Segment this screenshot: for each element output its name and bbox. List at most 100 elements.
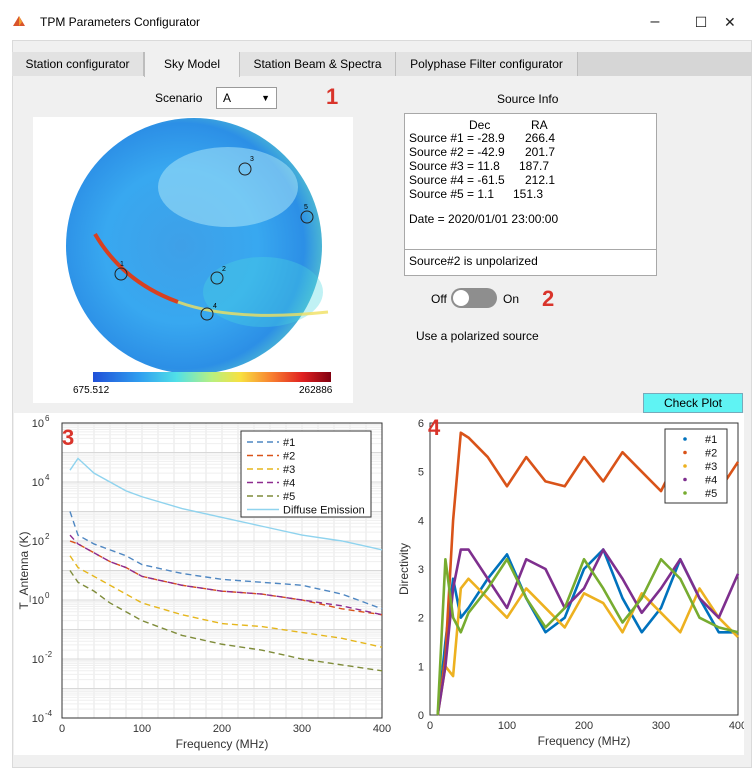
dropdown-arrow-icon: ▼ [261,93,270,103]
source-label-2: 2 [222,266,226,273]
source-ra-3: 187.7 [519,159,550,173]
tab-sky-model[interactable]: Sky Model [144,52,240,77]
legend-swatch-0 [683,437,687,441]
tab-strip: Station configurator Sky Model Station B… [12,52,752,77]
series-line-5 [69,457,383,551]
tab-strip-filler [578,52,752,76]
source-ra-4: 212.1 [525,173,556,187]
y-tick-label: 4 [418,515,424,527]
directivity-panel: 0 100 200 300 400 0 1 2 3 4 5 6 Frequency (MHz) Direc… [392,413,747,755]
source-row-3: Source #3 = 11.8 [409,159,500,173]
source-row-1: Source #1 = -28.9 [409,131,505,145]
legend-swatch-4 [683,491,687,495]
annotation-2: 2 [542,286,555,311]
legend-label-4: #5 [283,491,295,503]
x-tick-label: 100 [133,723,151,735]
x-tick-label: 200 [213,723,231,735]
source-info-heading: Source Info [497,92,559,106]
annotation-1: 1 [326,84,339,109]
source-marker-1 [114,267,128,281]
series-line-3 [69,534,383,616]
legend-label-2: #3 [283,464,295,476]
source-marker-2 [210,271,224,285]
column-ra-header: RA [531,118,548,132]
scenario-label: Scenario [155,91,203,105]
source-ra-5: 151.3 [513,187,544,201]
y-tick-label: 10 [32,654,44,666]
legend-label-1: #2 [283,451,295,463]
y-tick-label: 2 [418,613,424,625]
toggle-off-label: Off [431,292,447,306]
source-row-4: Source #4 = -61.5 [409,173,505,187]
galactic-plane-tail [177,300,329,317]
x-tick-label: 100 [498,720,516,732]
sky-map-panel: 1 2 3 4 5 675.512 262886 [33,117,353,403]
y-tick-exponent: 6 [45,414,50,423]
toggle-on-label: On [503,292,520,306]
scenario-dropdown[interactable]: A ▼ [216,87,277,109]
x-tick-label: 0 [427,720,433,732]
y-tick-exponent: 4 [45,473,50,482]
x-tick-label: 300 [652,720,670,732]
x-axis-label: Frequency (MHz) [538,734,631,748]
y-tick-label: 1 [418,661,424,673]
source-marker-5 [300,210,314,224]
minimize-button[interactable]: – [650,13,660,30]
toggle-knob [453,290,469,306]
legend-swatch-3 [683,477,687,482]
title-bar: TPM Parameters Configurator – ☐ ✕ [0,0,752,40]
tab-station-beam-spectra[interactable]: Station Beam & Spectra [240,52,396,76]
legend-label-0: #1 [705,434,717,446]
sky-map: 1 2 3 4 5 675.512 262886 [66,118,333,396]
colorbar-min-label: 675.512 [73,385,110,396]
tab-polyphase-filter-configurator[interactable]: Polyphase Filter configurator [396,52,578,76]
legend-box [664,428,728,504]
source-info-box: Dec RA Source #1 = -28.9 266.4 Source #2… [404,113,657,250]
source-row-5: Source #5 = 1.1 [409,187,495,201]
window-title: TPM Parameters Configurator [40,15,201,29]
check-plot-button[interactable]: Check Plot [643,393,743,413]
legend-label-5: Diffuse Emission [283,505,365,517]
source-label-3: 3 [250,156,254,163]
axes-box [61,422,383,719]
annotation-3: 3 [62,425,75,450]
legend-label-0: #1 [283,437,295,449]
series-line-1 [69,540,383,616]
series-line-0 [436,548,738,716]
y-tick-label: 0 [418,710,424,722]
y-tick-label: 10 [32,595,44,607]
y-axis-label: T_Antenna (K) [17,531,31,609]
legend-swatch-2 [683,464,687,468]
legend-box [240,430,372,518]
y-tick-exponent: -4 [45,709,53,718]
y-tick-label: 10 [32,418,44,430]
x-tick-label: 0 [59,723,65,735]
galactic-plane [93,232,179,304]
colorbar [93,372,331,382]
date-text: Date = 2020/01/01 23:00:00 [409,212,559,226]
x-tick-label: 400 [729,720,744,732]
tab-station-configurator[interactable]: Station configurator [12,52,144,76]
source-label-4: 4 [213,303,217,310]
source-ra-2: 201.7 [525,145,556,159]
x-axis-label: Frequency (MHz) [176,737,269,751]
colorbar-max-label: 262886 [299,385,333,396]
y-tick-exponent: 2 [45,532,50,541]
matlab-icon [13,16,25,26]
x-tick-label: 200 [575,720,593,732]
legend-label-3: #4 [283,478,295,490]
series-line-4 [69,570,383,672]
y-axis-label: Directivity [397,543,411,595]
source-row-2: Source #2 = -42.9 [409,145,505,159]
y-tick-exponent: 0 [45,591,50,600]
legend-label-3: #4 [705,475,717,487]
sky-cyan-region [203,257,323,327]
column-dec-header: Dec [469,118,491,132]
source-label-5: 5 [304,204,308,211]
legend-label-1: #2 [705,448,717,460]
polarized-source-toggle[interactable] [451,288,497,308]
legend-label-4: #5 [705,488,717,500]
close-button[interactable]: ✕ [724,14,736,30]
maximize-button[interactable]: ☐ [694,14,708,30]
